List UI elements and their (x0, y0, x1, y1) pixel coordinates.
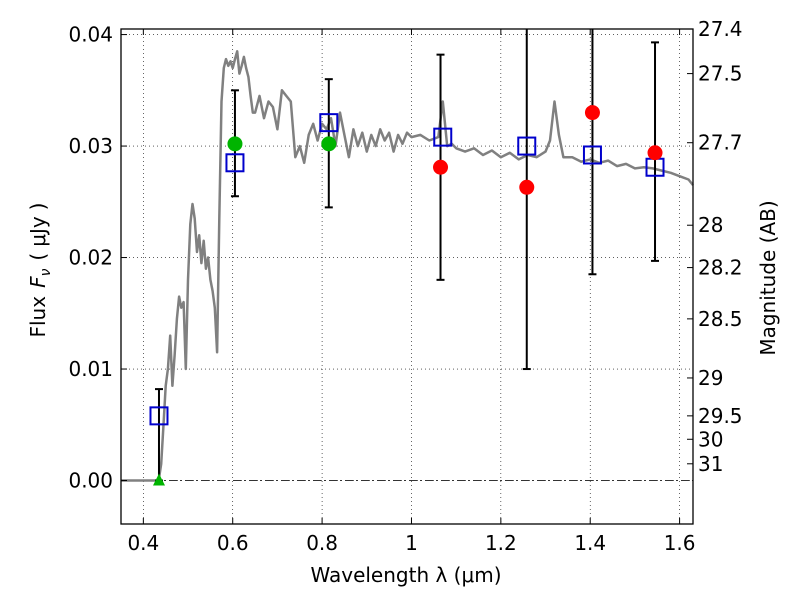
right-tick-label: 28.5 (698, 307, 743, 331)
y-axis-title-close-paren: ) (26, 202, 50, 210)
green-data-point (227, 136, 243, 152)
marker-layer (149, 105, 665, 486)
model-square-marker (149, 406, 169, 426)
x-axis-title: Wavelength λ (μm) (310, 563, 501, 587)
sed-line (121, 50, 694, 482)
y-axis-title-subscript: ν (38, 268, 54, 276)
y-tick-label: 0.02 (68, 246, 113, 270)
right-tick-label: 31 (698, 452, 723, 476)
model-square-marker (517, 136, 537, 156)
upper-limit-marker (152, 473, 165, 486)
right-tick-label: 28 (698, 213, 723, 237)
model-square-marker (433, 127, 453, 147)
x-tick-label: 0.6 (217, 531, 249, 555)
y-axis-title-symbol: F (26, 276, 50, 288)
y-tick-labels: 0.00 0.01 0.02 0.03 0.04 (68, 23, 113, 493)
right-tick-label: 27.4 (698, 17, 743, 41)
right-tick-label: 30 (698, 427, 723, 451)
model-square-marker (319, 113, 339, 133)
red-data-point (519, 179, 535, 195)
series-layer (121, 50, 694, 482)
right-tick-label: 27.7 (698, 131, 743, 155)
red-data-point (647, 145, 663, 161)
x-tick-label: 1.6 (664, 531, 696, 555)
x-tick-label: 0.8 (306, 531, 338, 555)
x-tick-label: 1.4 (574, 531, 606, 555)
green-data-point (321, 136, 337, 152)
red-data-point (433, 159, 449, 175)
y-tick-label: 0.03 (68, 134, 113, 158)
right-axis-title: Magnitude (AB) (756, 200, 780, 355)
y-tick-label: 0.00 (68, 469, 113, 493)
y-tick-label: 0.01 (68, 357, 113, 381)
y-axis-title-unit: μJy (26, 216, 50, 247)
right-tick-label: 27.5 (698, 62, 743, 86)
x-tick-label: 1 (405, 531, 418, 555)
red-data-point (584, 105, 600, 121)
right-tick-label: 29.5 (698, 404, 743, 428)
y-axis-title: Flux Fν ( μJy) (26, 202, 54, 337)
y-tick-label: 0.04 (68, 23, 113, 47)
right-tick-label: 29 (698, 366, 723, 390)
y-axis-title-open-paren: ( (26, 253, 50, 261)
x-tick-labels: 0.4 0.6 0.8 1 1.2 1.4 1.6 (127, 531, 695, 555)
model-square-marker (582, 145, 602, 165)
x-tick-label: 1.2 (485, 531, 517, 555)
axis-ticks (121, 28, 693, 524)
plot-frame (120, 28, 694, 525)
model-square-marker (225, 153, 245, 173)
right-tick-label: 28.2 (698, 256, 743, 280)
y-axis-title-flux: Flux (26, 296, 50, 338)
x-tick-label: 0.4 (127, 531, 159, 555)
